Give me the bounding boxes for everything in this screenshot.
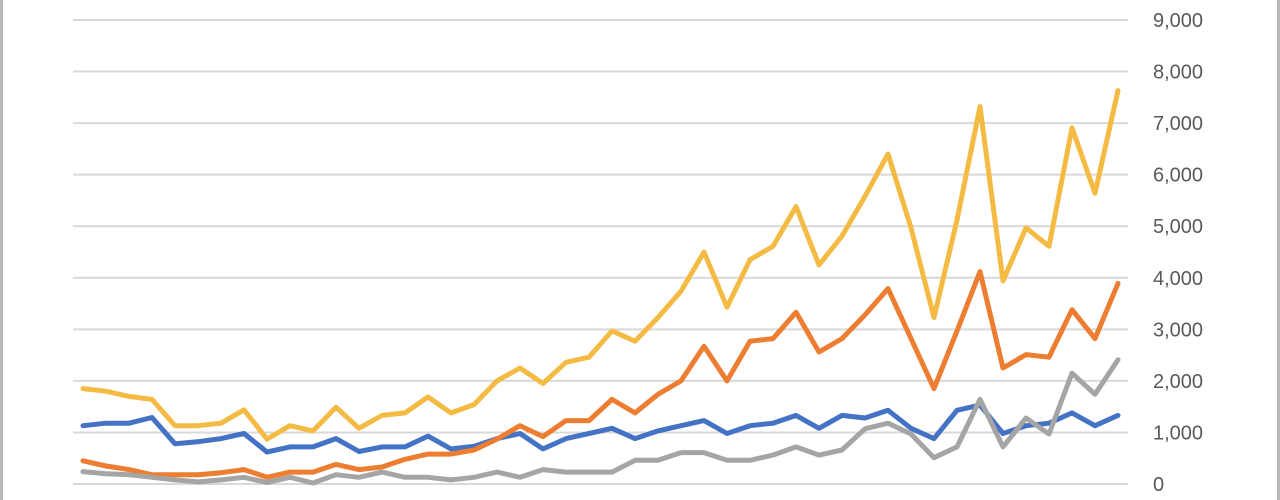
y-tick-label: 9,000	[1153, 10, 1203, 32]
y-tick-label: 5,000	[1153, 216, 1203, 238]
y-tick-label: 1,000	[1153, 422, 1203, 444]
y-tick-label: 0	[1153, 474, 1164, 496]
y-tick-label: 2,000	[1153, 371, 1203, 393]
line-chart: 0 1,000 2,000 3,000 4,000 5,000 6,000 7,000 8,00…	[73, 10, 1203, 496]
series-line-2	[80, 269, 1121, 480]
y-tick-label: 3,000	[1153, 319, 1203, 341]
series-line-1	[80, 402, 1121, 455]
series-line-3	[80, 357, 1121, 486]
series-line-4	[80, 88, 1121, 442]
y-tick-label: 8,000	[1153, 62, 1203, 84]
y-tick-label: 6,000	[1153, 165, 1203, 187]
y-tick-label: 4,000	[1153, 268, 1203, 290]
y-tick-label: 7,000	[1153, 113, 1203, 135]
